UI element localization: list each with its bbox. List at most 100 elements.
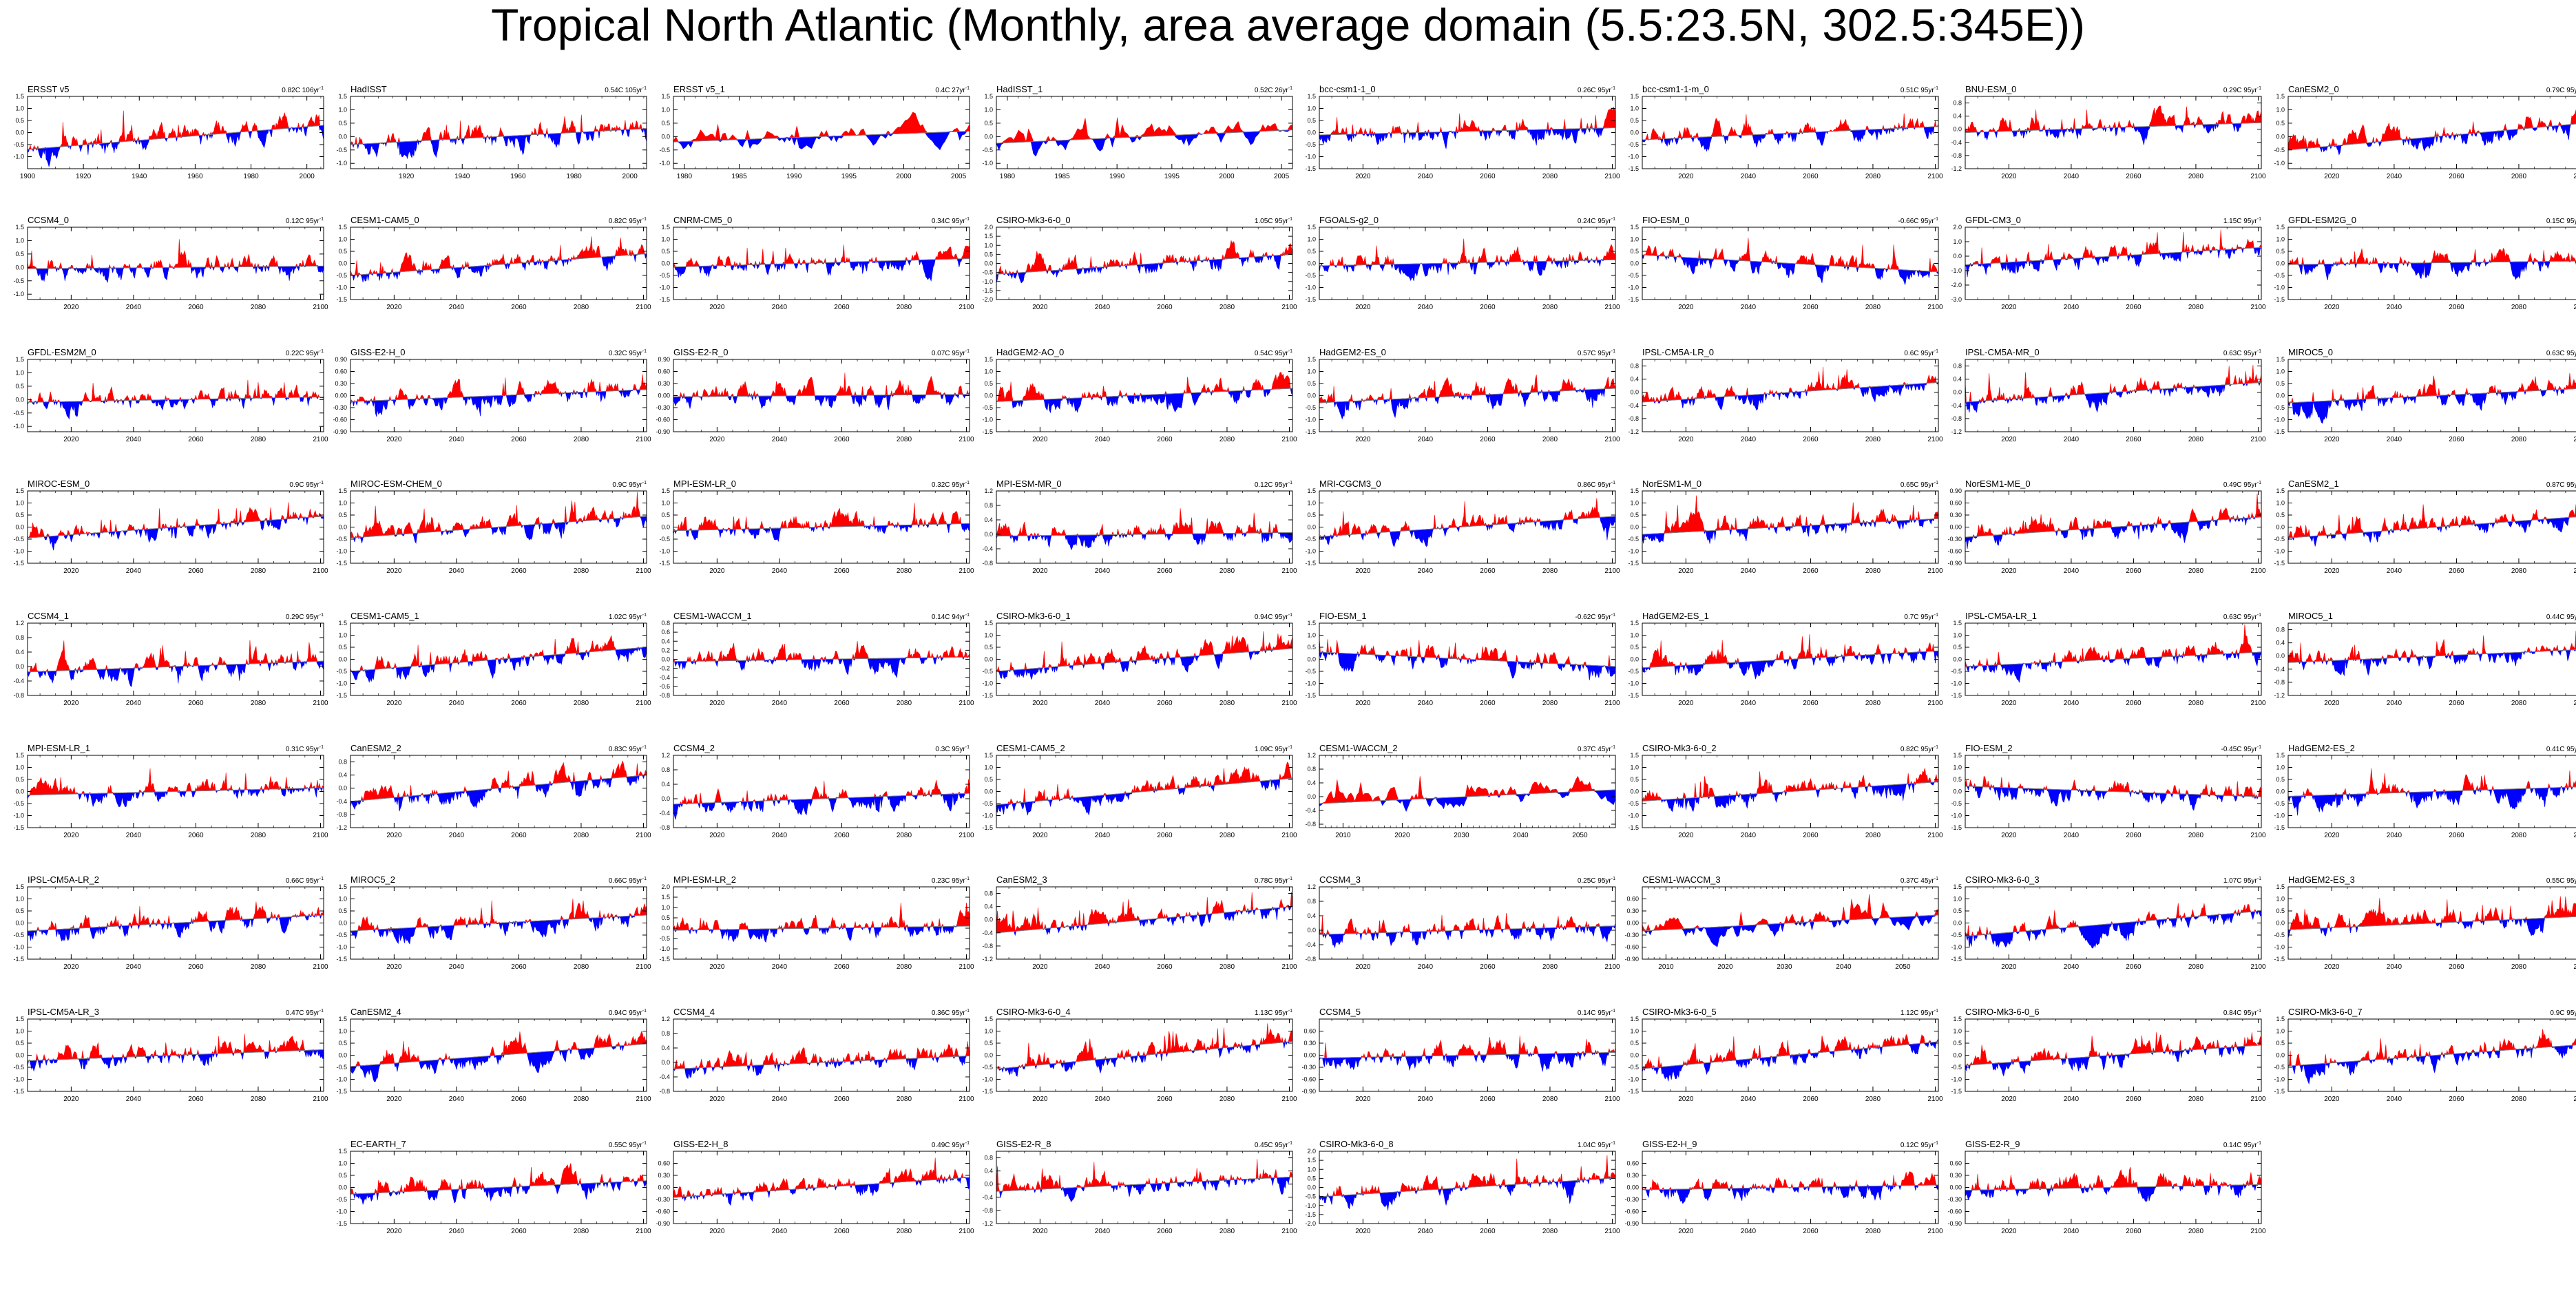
y-tick-label: -1.5 (1628, 692, 1639, 699)
y-tick-label: -1.5 (1305, 428, 1316, 435)
y-tick-label: -0.5 (2274, 147, 2285, 154)
negative-anomaly-area (350, 253, 647, 283)
panel-title: IPSL-CM5A-LR_3 (28, 1007, 99, 1017)
y-tick-label: 1.0 (661, 500, 670, 507)
y-tick-label: 0.5 (1953, 908, 1962, 914)
trend-label: 0.32C 95yr-1 (932, 481, 970, 489)
panel-miroc-esm-0: MIROC-ESM_0 0.9C 95yr-1 2020 2040 2060 2080 21… (13, 479, 328, 575)
y-tick-label: -1.0 (1628, 284, 1639, 291)
x-tick-label: 2020 (1717, 963, 1733, 971)
trend-line (2287, 786, 2576, 797)
y-tick-label: 0.4 (984, 516, 993, 523)
y-tick-label: -0.5 (1305, 1193, 1316, 1200)
y-tick-label: -0.4 (659, 1073, 670, 1080)
trend-line (1965, 786, 2262, 797)
y-tick-label: 0.5 (338, 1172, 347, 1179)
x-tick-label: 2100 (2250, 700, 2266, 707)
panel-hadisst: HadISST 0.54C 105yr-1 1920 1940 1960 1980 2000… (336, 84, 647, 180)
positive-anomaly-area (1319, 375, 1616, 403)
panel-giss-e2-r-0: GISS-E2-R_0 0.07C 95yr-1 2020 2040 2060 2080 2… (656, 347, 974, 443)
y-tick-label: -0.5 (1305, 141, 1316, 148)
y-tick-label: -0.8 (982, 943, 993, 950)
y-tick-label: 1.0 (15, 896, 24, 903)
y-tick-label: 0.0 (661, 260, 670, 267)
y-tick-label: 0.5 (661, 120, 670, 127)
y-tick-label: -0.5 (336, 536, 347, 543)
panel-title: CSIRO-Mk3-6-0_3 (1965, 874, 2040, 885)
y-tick-label: 1.0 (1953, 764, 1962, 771)
y-tick-label: 1.0 (661, 904, 670, 911)
y-tick-label: 0.30 (658, 380, 670, 387)
x-tick-label: 2040 (2387, 567, 2402, 575)
trend-label: 0.44C 95yr-1 (2546, 613, 2576, 621)
negative-anomaly-area (350, 775, 647, 812)
trend-line (27, 787, 324, 796)
x-tick-label: 2100 (313, 436, 328, 443)
y-tick-label: 1.5 (1630, 752, 1639, 759)
x-tick-label: 2100 (2573, 963, 2576, 971)
y-tick-label: 1.0 (1953, 896, 1962, 903)
trend-label: 0.55C 95yr-1 (2546, 877, 2576, 885)
x-tick-label: 2060 (2126, 436, 2142, 443)
y-tick-label: 0.60 (1626, 896, 1639, 903)
panel-title: CSIRO-Mk3-6-0_6 (1965, 1007, 2040, 1017)
x-tick-label: 2040 (1741, 1095, 1757, 1103)
x-tick-label: 2020 (1032, 832, 1048, 839)
x-tick-label: 2020 (2001, 173, 2017, 180)
x-tick-label: 2040 (772, 304, 788, 311)
x-tick-label: 2020 (386, 1095, 402, 1103)
x-tick-label: 2100 (959, 304, 974, 311)
panel-ipsl-cm5a-lr-3: IPSL-CM5A-LR_3 0.47C 95yr-1 2020 2040 2060 20… (13, 1007, 328, 1103)
y-tick-label: 1.0 (338, 1028, 347, 1035)
y-tick-label: 0.0 (1953, 389, 1962, 396)
panel-miroc5-2: MIROC5_2 0.66C 95yr-1 2020 2040 2060 2080 2100… (336, 874, 651, 971)
y-tick-label: 1.0 (338, 500, 347, 507)
panel-mpi-esm-mr-0: MPI-ESM-MR_0 0.12C 95yr-1 2020 2040 2060 2080… (982, 479, 1297, 575)
trend-label: 1.02C 95yr-1 (609, 613, 647, 621)
x-tick-label: 2100 (959, 700, 974, 707)
positive-anomaly-area (1965, 903, 2262, 937)
y-tick-label: 0.5 (984, 251, 993, 258)
trend-line (996, 777, 1293, 806)
x-tick-label: 2020 (1355, 173, 1371, 180)
x-tick-label: 2080 (251, 963, 266, 971)
x-tick-label: 2040 (1418, 436, 1434, 443)
panel-title: MPI-ESM-LR_0 (673, 479, 736, 489)
plot-frame (1642, 359, 1939, 432)
panel-cnrm-cm5-0: CNRM-CM5_0 0.34C 95yr-1 2020 2040 2060 2080 21… (659, 215, 974, 311)
y-tick-label: -0.60 (656, 1208, 670, 1215)
y-tick-label: -1.5 (336, 956, 347, 963)
panel-title: CSIRO-Mk3-6-0_8 (1319, 1139, 1394, 1149)
panel-title: bcc-csm1-1_0 (1319, 84, 1376, 94)
y-tick-label: -0.5 (659, 536, 670, 543)
x-tick-label: 2080 (897, 1095, 912, 1103)
y-tick-label: -0.5 (659, 272, 670, 279)
x-tick-label: 2020 (1678, 173, 1694, 180)
panel-cesm1-waccm-2: CESM1-WACCM_2 0.37C 45yr-1 2010 2020 2030 204… (1305, 743, 1616, 839)
x-tick-label: 2040 (2064, 436, 2080, 443)
x-tick-label: 1920 (399, 173, 415, 180)
y-tick-label: 0.90 (1949, 487, 1962, 494)
x-tick-label: 2100 (2250, 173, 2266, 180)
x-tick-label: 2040 (2387, 304, 2402, 311)
panel-title: MPI-ESM-LR_2 (673, 874, 736, 885)
y-tick-label: -0.4 (1305, 941, 1316, 948)
y-tick-label: -1.0 (2274, 1076, 2285, 1083)
positive-anomaly-area (27, 768, 324, 796)
x-tick-label: 2100 (1604, 436, 1620, 443)
panel-title: MIROC-ESM_0 (28, 479, 90, 489)
y-tick-label: -0.4 (982, 545, 993, 552)
panel-title: HadGEM2-ES_0 (1319, 347, 1386, 357)
y-tick-label: 1.0 (1953, 238, 1962, 245)
x-tick-label: 2040 (2064, 567, 2080, 575)
x-tick-label: 2060 (511, 700, 527, 707)
panel-csiro-mk3-6-0-8: CSIRO-Mk3-6-0_8 1.04C 95yr-1 2020 2040 2060 2… (1305, 1139, 1620, 1235)
x-tick-label: 2100 (1927, 436, 1943, 443)
trend-label: 0.63C 95yr-1 (2223, 349, 2261, 357)
x-tick-label: 2020 (1355, 567, 1371, 575)
y-tick-label: 0.0 (661, 1059, 670, 1066)
trend-line (996, 388, 1293, 402)
x-tick-label: 2080 (1542, 173, 1558, 180)
trend-line (996, 129, 1293, 144)
trend-line (1319, 127, 1616, 136)
